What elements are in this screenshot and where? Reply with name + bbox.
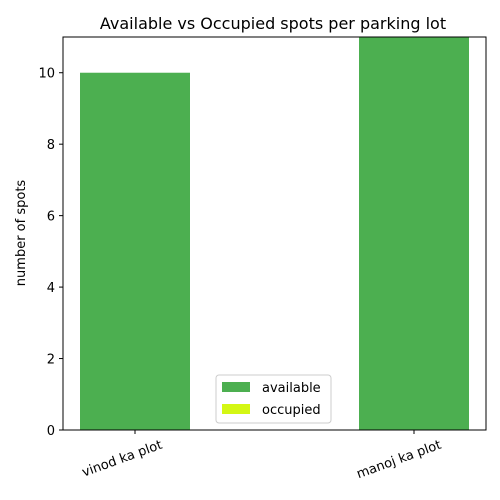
y-axis-ticks: 0 2 4 6 8 10 bbox=[38, 67, 63, 439]
bars-group bbox=[80, 37, 469, 431]
x-axis-ticks: vinod ka plot manoj ka plot bbox=[80, 430, 443, 482]
bar-available-1 bbox=[359, 37, 469, 430]
legend-label-occupied: occupied bbox=[262, 403, 321, 418]
plot-frame bbox=[62, 36, 487, 431]
y-tick-label: 2 bbox=[47, 353, 55, 368]
legend-swatch-available bbox=[222, 382, 250, 392]
legend-label-available: available bbox=[262, 381, 321, 396]
y-axis-label: number of spots bbox=[14, 180, 29, 287]
y-tick-label: 8 bbox=[47, 138, 55, 153]
legend-swatch-occupied bbox=[222, 404, 250, 414]
y-tick-label: 0 bbox=[47, 424, 55, 439]
legend: available occupied bbox=[215, 374, 332, 424]
bar-available-0 bbox=[80, 72, 190, 431]
x-tick-label: manoj ka plot bbox=[355, 438, 444, 482]
y-tick-label: 10 bbox=[38, 67, 55, 82]
x-tick-label: vinod ka plot bbox=[80, 438, 164, 481]
y-tick-label: 6 bbox=[47, 210, 55, 225]
chart-title: Available vs Occupied spots per parking … bbox=[100, 14, 446, 33]
y-tick-label: 4 bbox=[47, 281, 55, 296]
